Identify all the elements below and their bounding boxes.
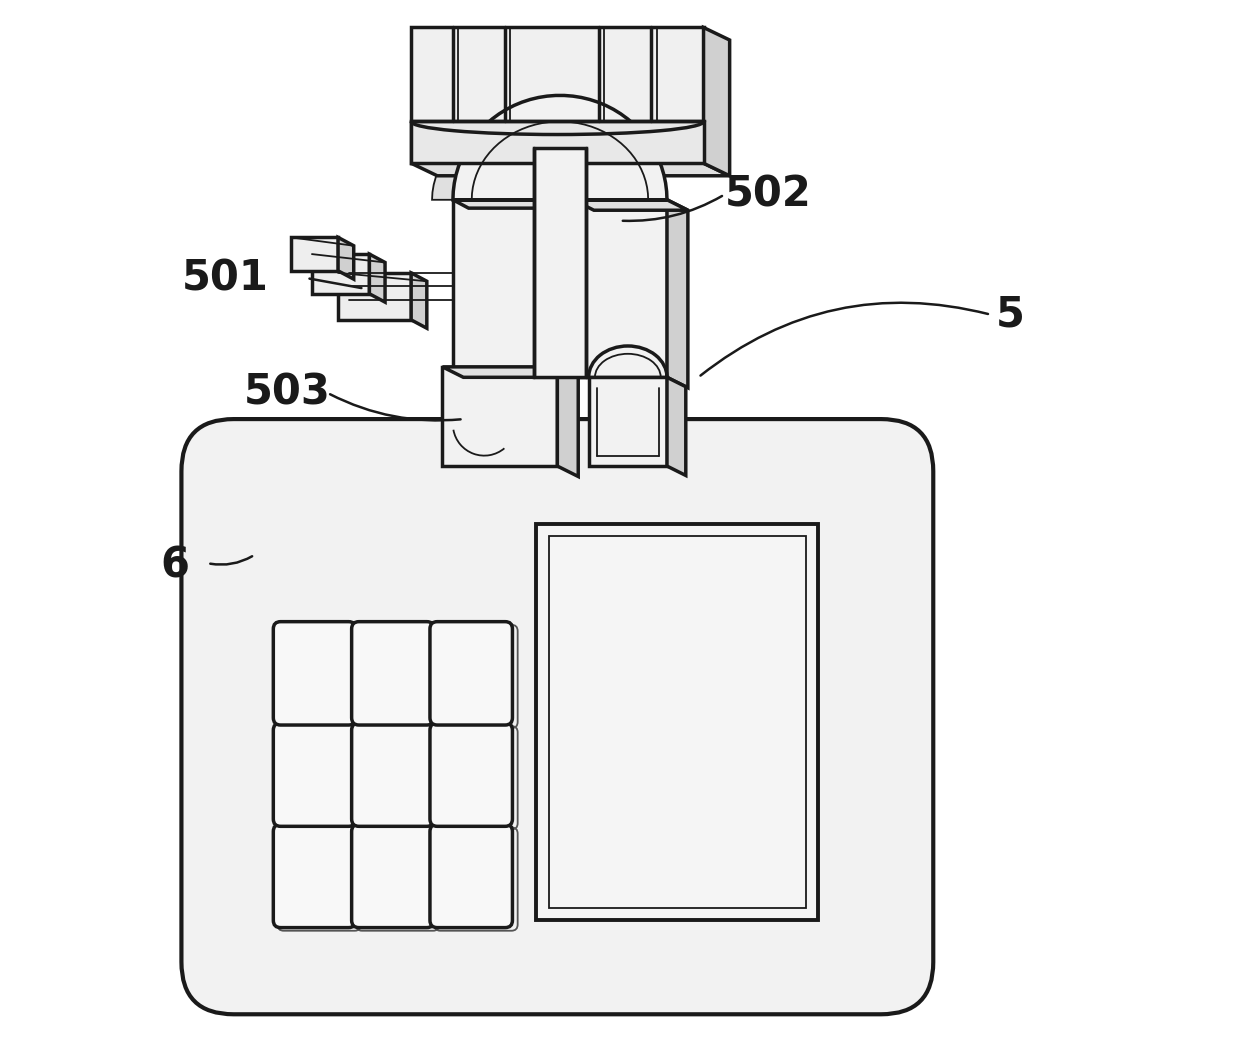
Polygon shape [589, 163, 604, 177]
Polygon shape [443, 366, 578, 377]
Polygon shape [412, 27, 703, 163]
FancyBboxPatch shape [273, 722, 356, 826]
Polygon shape [339, 238, 353, 280]
FancyBboxPatch shape [181, 419, 934, 1015]
Text: 5: 5 [996, 293, 1024, 336]
Polygon shape [667, 377, 686, 475]
Polygon shape [526, 163, 589, 169]
Polygon shape [557, 366, 578, 476]
Text: 6: 6 [160, 544, 190, 586]
Polygon shape [233, 445, 923, 497]
Polygon shape [453, 200, 547, 377]
FancyBboxPatch shape [273, 622, 356, 725]
Polygon shape [412, 121, 703, 163]
FancyBboxPatch shape [273, 824, 356, 928]
Polygon shape [432, 95, 556, 200]
Polygon shape [589, 377, 667, 466]
Bar [537, 524, 818, 920]
Polygon shape [453, 95, 667, 200]
Polygon shape [370, 254, 386, 303]
FancyBboxPatch shape [430, 722, 512, 826]
Polygon shape [312, 254, 370, 294]
Bar [549, 536, 806, 908]
Polygon shape [339, 273, 412, 320]
Polygon shape [547, 200, 573, 377]
Polygon shape [667, 200, 688, 387]
FancyBboxPatch shape [352, 622, 434, 725]
Text: 502: 502 [724, 174, 811, 216]
FancyBboxPatch shape [352, 722, 434, 826]
Polygon shape [443, 366, 557, 466]
Text: 503: 503 [244, 372, 331, 414]
Polygon shape [412, 273, 427, 328]
FancyBboxPatch shape [352, 824, 434, 928]
Text: 501: 501 [181, 258, 268, 299]
Polygon shape [573, 200, 667, 377]
Polygon shape [453, 200, 563, 208]
Polygon shape [882, 471, 923, 988]
FancyBboxPatch shape [430, 622, 512, 725]
Polygon shape [534, 148, 587, 377]
Polygon shape [703, 27, 729, 176]
FancyBboxPatch shape [430, 824, 512, 928]
Polygon shape [291, 238, 339, 271]
Polygon shape [573, 200, 688, 210]
Polygon shape [412, 163, 729, 176]
